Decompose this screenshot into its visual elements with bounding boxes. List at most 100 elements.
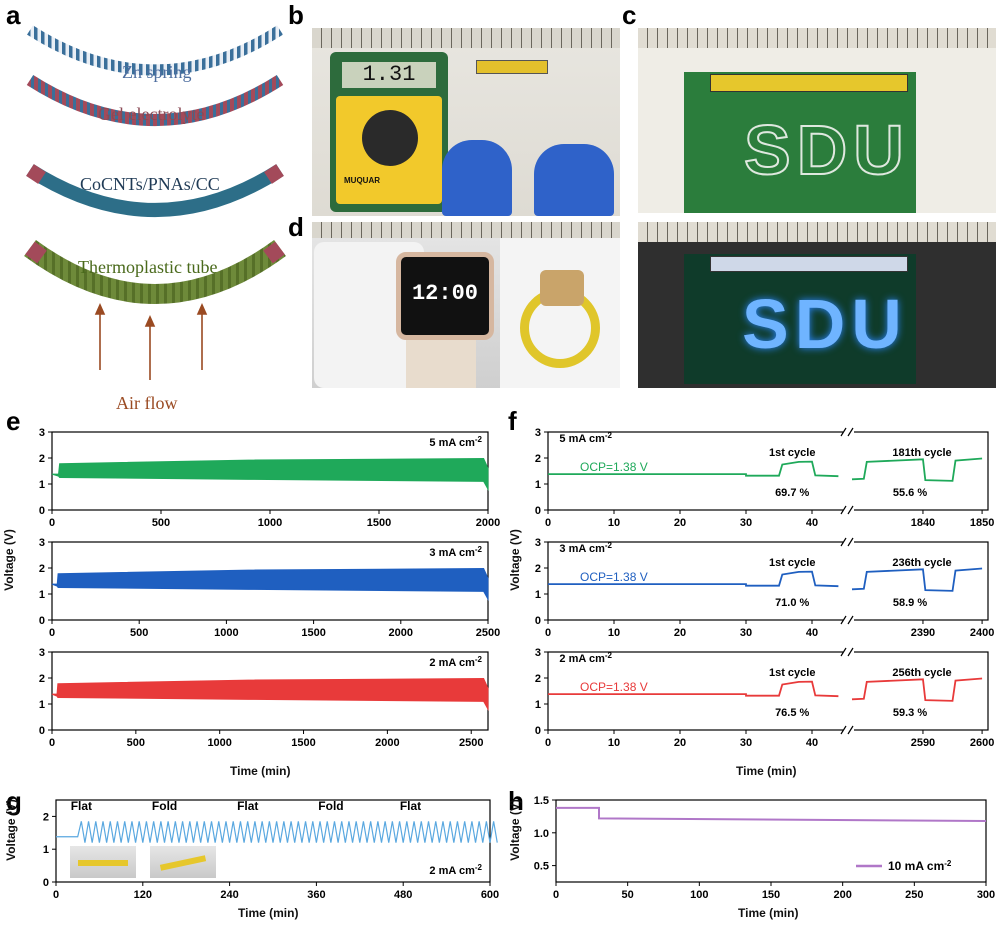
x-tick-label: 250 — [905, 889, 923, 901]
x-tick-label: 600 — [481, 889, 499, 901]
legend-label: 10 mA cm-2 — [888, 859, 952, 873]
panel-h-letter: h — [508, 786, 524, 816]
x-tick-label: 40 — [806, 517, 818, 529]
y-tick-label: 2 — [535, 673, 541, 685]
voltage-trace-left — [548, 460, 839, 478]
panel-c-photo-on: SDU — [638, 222, 996, 388]
voltage-trace-left — [548, 570, 839, 588]
plot-frame — [547, 651, 989, 731]
x-tick-label: 300 — [977, 889, 995, 901]
cycling-band — [51, 678, 489, 712]
panel-a-schematic — [24, 25, 286, 380]
current-density-label: 2 mA cm-2 — [429, 655, 482, 669]
efficiency-first: 76.5 % — [775, 707, 809, 719]
state-label: Fold — [152, 799, 177, 813]
y-tick-label: 1 — [39, 589, 45, 601]
y-tick-label: 3 — [535, 647, 541, 659]
voltage-trace — [556, 806, 987, 822]
battery-device — [476, 60, 548, 74]
label-cathode: CoCNTs/PNAs/CC — [80, 174, 220, 194]
watch-time: 12:00 — [411, 281, 478, 306]
meter-display: 1.31 — [342, 62, 436, 88]
x-tick-label: 500 — [152, 517, 170, 529]
x-tick-label: 0 — [49, 737, 55, 749]
x-tick-label: 120 — [134, 889, 152, 901]
panel-d-letter: d — [288, 212, 304, 242]
panel-b-photo: 1.31 MUQUAR — [312, 28, 620, 216]
y-tick-label: 1.0 — [534, 828, 549, 840]
y-tick-label: 2 — [535, 563, 541, 575]
cycle-label-later: 256th cycle — [892, 667, 951, 679]
x-tick-label: 240 — [220, 889, 238, 901]
voltage-trace-right — [851, 677, 983, 702]
y-tick-label: 1 — [39, 479, 45, 491]
cycle-label-first: 1st cycle — [769, 557, 815, 569]
x-tick-label: 1000 — [207, 737, 231, 749]
efficiency-first: 69.7 % — [775, 487, 809, 499]
x-tick-label: 10 — [608, 627, 620, 639]
efficiency-later: 55.6 % — [893, 487, 927, 499]
axis-break-gap — [843, 428, 854, 514]
x-tick-label: 2600 — [970, 737, 994, 749]
cycle-label-first: 1st cycle — [769, 667, 815, 679]
voltage-trace-right — [851, 567, 983, 592]
panel-g-xlabel: Time (min) — [238, 906, 299, 920]
panel-e-letter: e — [6, 406, 21, 436]
y-tick-label: 0 — [39, 725, 45, 737]
x-tick-label: 1840 — [911, 517, 935, 529]
x-tick-label: 2400 — [970, 627, 994, 639]
y-tick-label: 1 — [535, 589, 541, 601]
x-tick-label: 40 — [806, 627, 818, 639]
zn-spring-arc — [27, 25, 283, 76]
y-tick-label: 0 — [39, 615, 45, 627]
y-tick-label: 2 — [39, 453, 45, 465]
efficiency-later: 58.9 % — [893, 597, 927, 609]
state-label: Flat — [71, 799, 92, 813]
x-tick-label: 1500 — [291, 737, 315, 749]
pcb-board-on: SDU — [684, 254, 916, 384]
flat-state-photo — [70, 846, 136, 878]
ocp-label: OCP=1.38 V — [580, 570, 648, 584]
x-tick-label: 100 — [690, 889, 708, 901]
current-density-label: 3 mA cm-2 — [429, 545, 482, 559]
panel-h-xlabel: Time (min) — [738, 906, 799, 920]
cathode-arc — [26, 164, 284, 217]
x-tick-label: 0 — [545, 737, 551, 749]
cycle-label-later: 181th cycle — [892, 447, 951, 459]
x-tick-label: 40 — [806, 737, 818, 749]
axis-break-mark — [840, 537, 854, 625]
cycle-label-later: 236th cycle — [892, 557, 951, 569]
y-tick-label: 0 — [39, 505, 45, 517]
y-tick-label: 0 — [535, 505, 541, 517]
cycling-trace — [56, 821, 498, 843]
y-tick-label: 3 — [39, 647, 45, 659]
x-tick-label: 2000 — [375, 737, 399, 749]
x-tick-label: 2590 — [911, 737, 935, 749]
y-tick-label: 1 — [535, 479, 541, 491]
cycling-band — [51, 458, 489, 492]
thermoplastic-tube-arc — [24, 239, 286, 304]
x-tick-label: 1000 — [258, 517, 282, 529]
ocp-label: OCP=1.38 V — [580, 460, 648, 474]
x-tick-label: 1500 — [301, 627, 325, 639]
current-density-label: 3 mA cm-2 — [559, 541, 612, 555]
x-tick-label: 360 — [307, 889, 325, 901]
x-tick-label: 150 — [762, 889, 780, 901]
fold-state-photo — [150, 846, 216, 878]
y-tick-label: 0 — [535, 725, 541, 737]
label-zn-spring: Zn spring — [122, 62, 192, 82]
cycling-band — [51, 568, 489, 602]
axis-break-mark — [840, 427, 854, 515]
y-tick-label: 0 — [535, 615, 541, 627]
led-text-off: SDU — [743, 110, 910, 190]
axis-break-gap — [843, 538, 854, 624]
panel-f-xlabel: Time (min) — [736, 764, 797, 778]
plot-frame — [547, 431, 989, 511]
voltage-trace-right — [851, 457, 983, 482]
x-tick-label: 30 — [740, 517, 752, 529]
panel-d-photo: 12:00 — [312, 222, 620, 388]
meter-brand: MUQUAR — [344, 176, 380, 185]
panel-c-letter: c — [622, 0, 637, 30]
efficiency-first: 71.0 % — [775, 597, 809, 609]
